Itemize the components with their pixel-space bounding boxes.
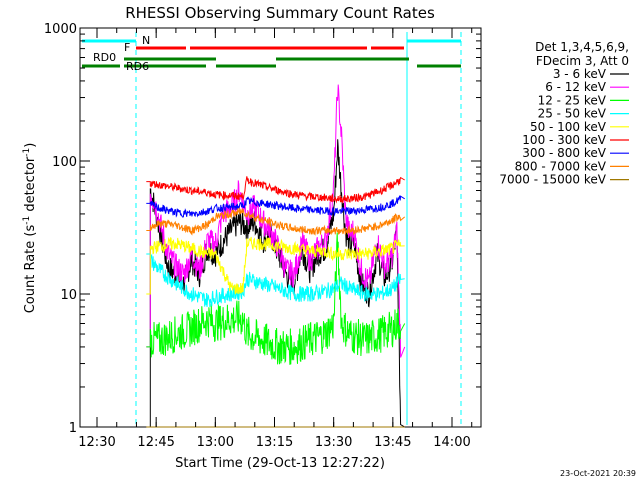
series-line (146, 84, 406, 358)
annotation-label: RD0 (93, 51, 116, 64)
chart-title: RHESSI Observing Summary Count Rates (125, 4, 435, 22)
overlay-layer: NF RD0 RD6 (82, 32, 462, 425)
generated-timestamp: 23-Oct-2021 20:39 (560, 469, 636, 478)
series-layer (146, 84, 406, 428)
y-axis-label-superscript: -1 (22, 216, 32, 225)
legend-label: 50 - 100 keV (530, 120, 607, 134)
legend-label: 100 - 300 keV (522, 133, 606, 147)
series-line (146, 253, 405, 308)
y-axis-label: Count Rate (s-1 detector-1) (22, 143, 38, 314)
series-line (146, 139, 405, 428)
x-tick-label: 13:30 (315, 435, 352, 450)
legend-label: 12 - 25 keV (538, 93, 607, 107)
y-axis-label-superscript: -1 (22, 148, 32, 157)
annotation-label: N (142, 34, 150, 47)
series-line (146, 236, 405, 295)
legend-label: 25 - 50 keV (538, 107, 607, 121)
y-axis-label-part: Count Rate (s (23, 225, 38, 314)
series-line (146, 207, 406, 236)
annotation-label: RD6 (126, 60, 149, 73)
plot-frame (79, 27, 482, 428)
legend-header-line: Det 1,3,4,5,6,9, (535, 40, 629, 54)
y-axis-label-part: ) (23, 143, 38, 148)
x-axis-label: Start Time (29-Oct-13 12:27:22) (175, 456, 385, 471)
series-line (146, 176, 405, 204)
x-tick-label: 14:00 (433, 435, 470, 450)
legend-label: 3 - 6 keV (553, 67, 607, 81)
y-tick-label: 1000 (44, 22, 77, 37)
y-tick-label: 100 (52, 155, 77, 170)
x-tick-label: 13:15 (256, 435, 293, 450)
x-tick-label: 12:30 (78, 435, 115, 450)
axis-layer: 1 10 100 1000 12:30 12:45 13:00 13:15 13:30 13:45… (44, 22, 481, 450)
x-tick-label: 13:45 (374, 435, 411, 450)
series-line (146, 232, 406, 365)
legend-label: 6 - 12 keV (545, 80, 607, 94)
legend: Det 1,3,4,5,6,9, FDecim 3, Att 0 3 - 6 k… (499, 40, 629, 187)
x-tick-label: 12:45 (137, 435, 174, 450)
y-tick-label: 1 (69, 421, 77, 436)
legend-label: 300 - 800 keV (522, 146, 606, 160)
y-axis-label-part: detector (23, 156, 38, 216)
legend-label: 7000 - 15000 keV (499, 173, 606, 187)
series-line (146, 195, 405, 218)
legend-label: 800 - 7000 keV (515, 159, 607, 173)
y-tick-label: 10 (60, 288, 77, 303)
x-tick-label: 13:00 (197, 435, 234, 450)
annotation-label: F (124, 41, 130, 54)
legend-header-line: FDecim 3, Att 0 (536, 54, 629, 68)
